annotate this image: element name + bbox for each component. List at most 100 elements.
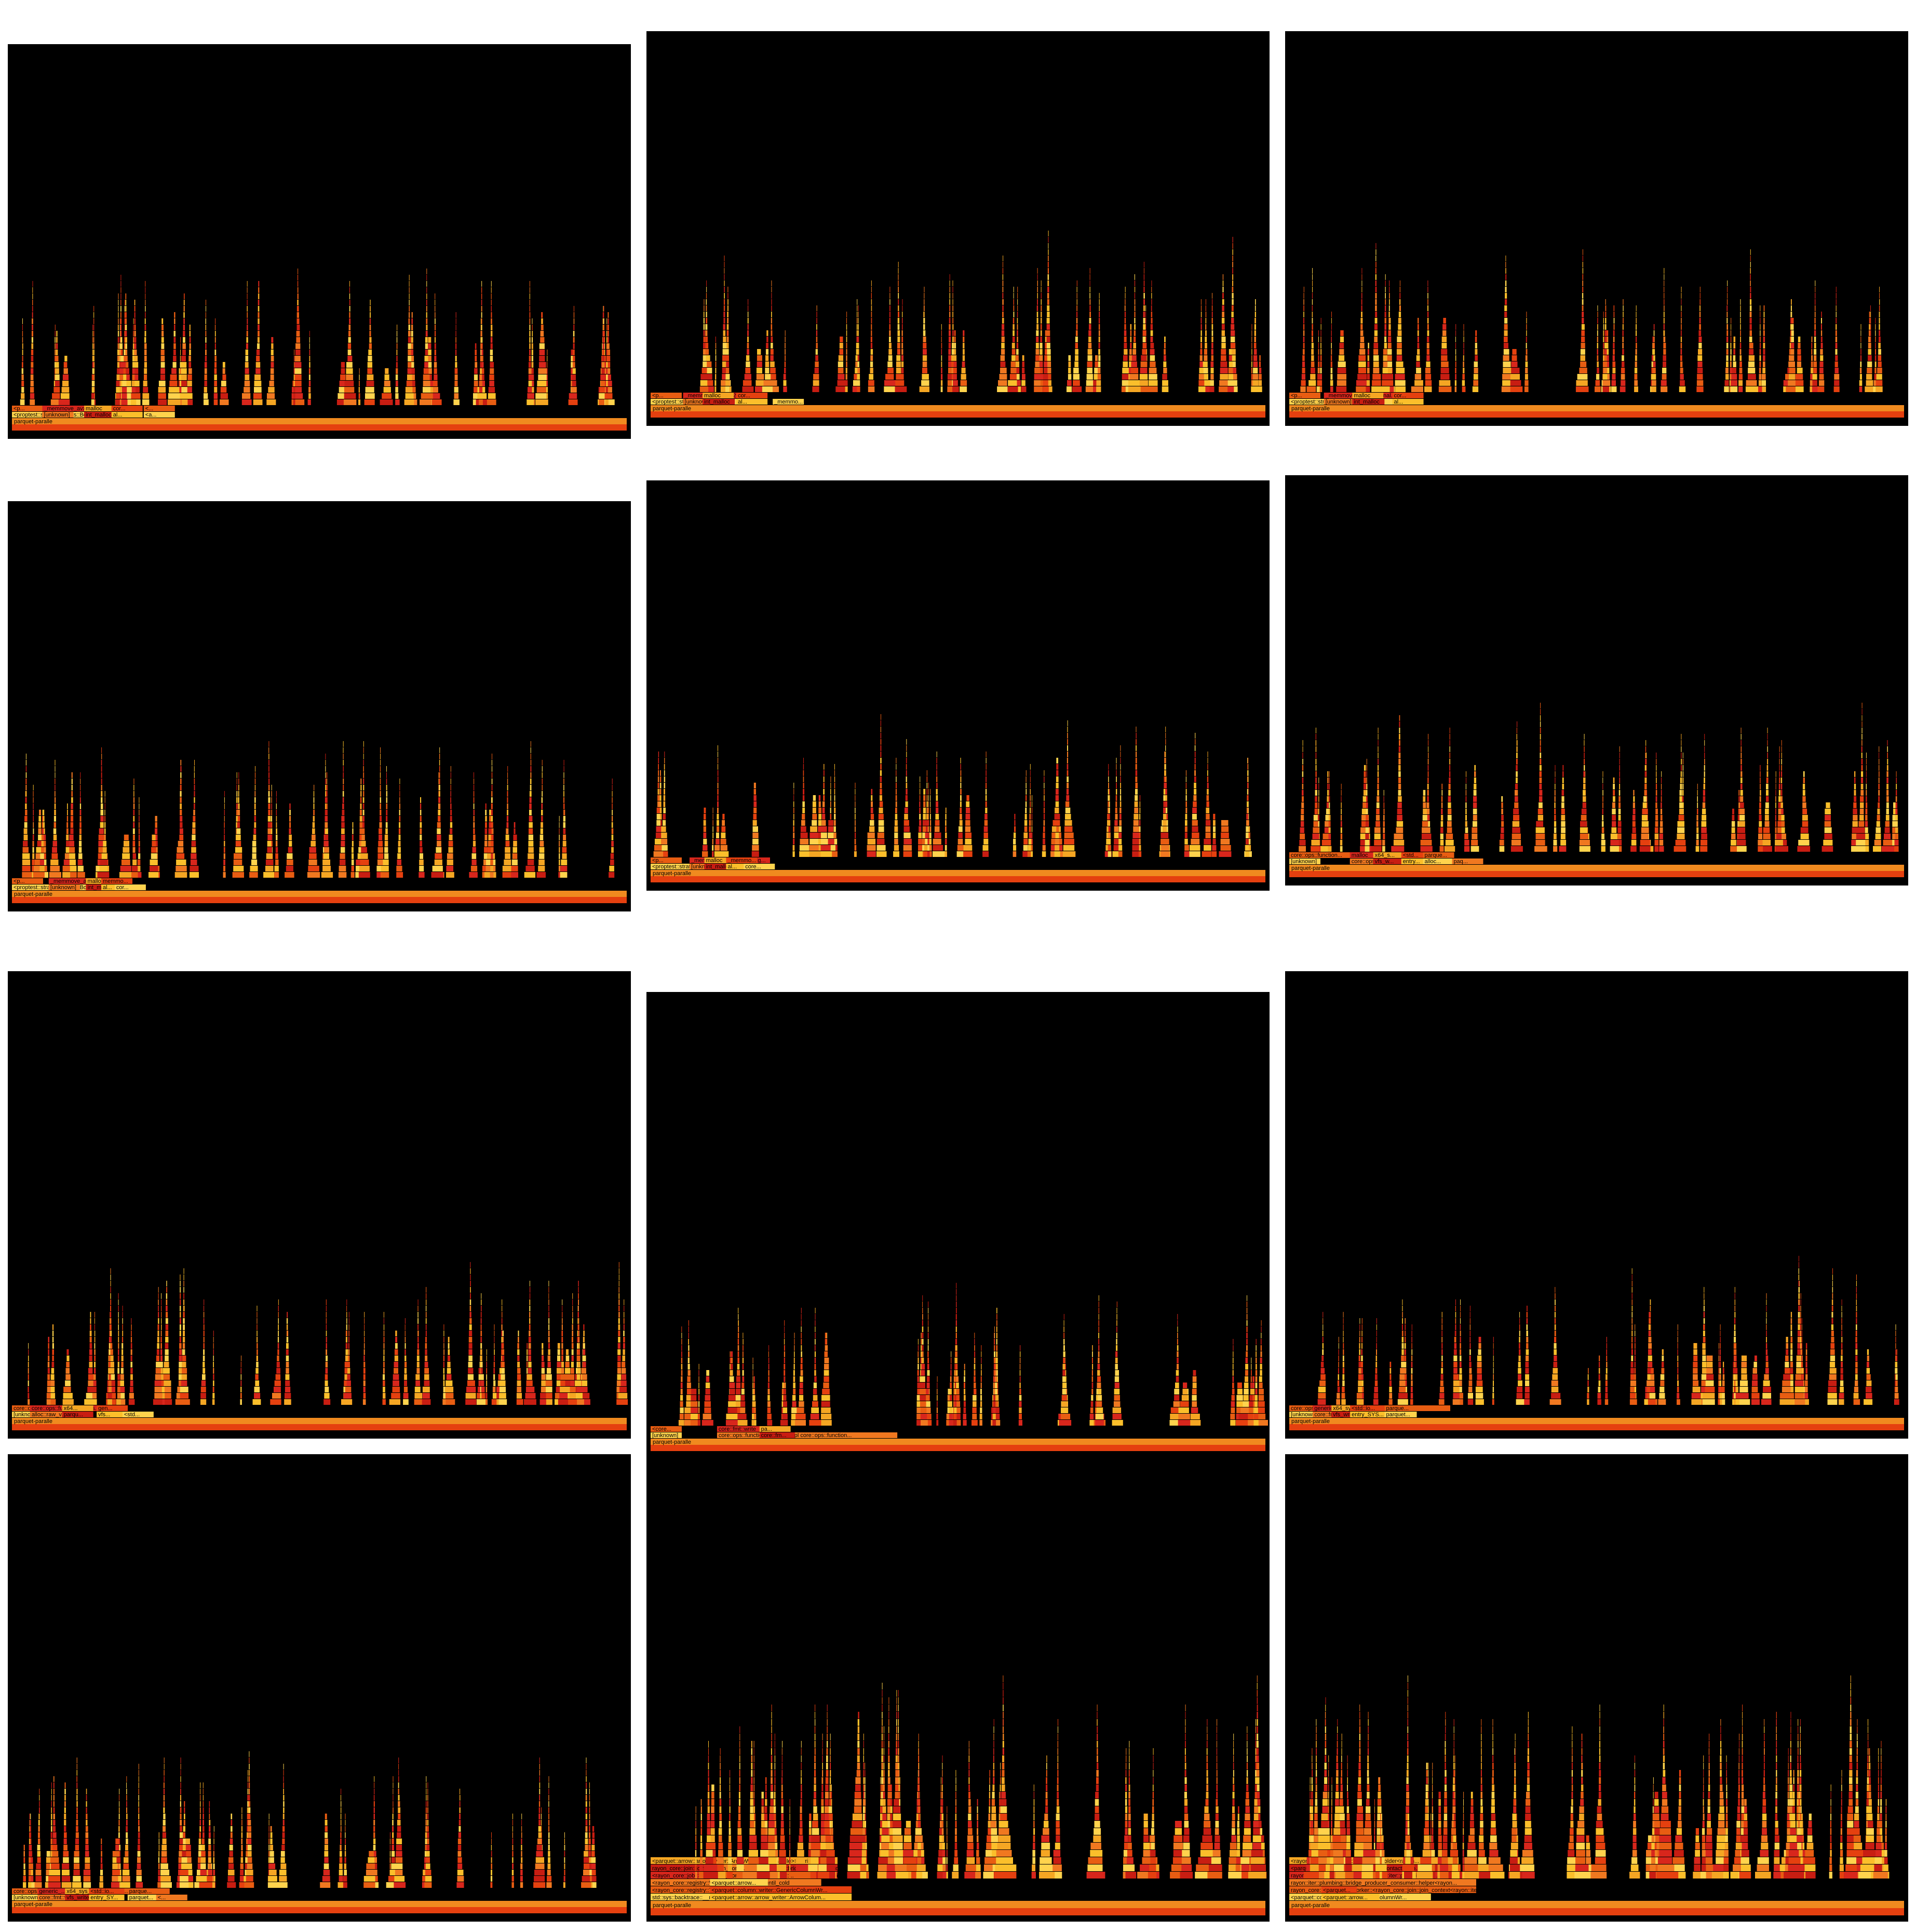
frame[interactable] (238, 779, 239, 784)
frame[interactable] (1473, 821, 1477, 827)
frame[interactable] (398, 835, 401, 840)
frame[interactable] (704, 361, 712, 367)
frame[interactable] (528, 835, 533, 840)
frame[interactable] (252, 841, 257, 847)
frame[interactable] (120, 306, 122, 312)
frame[interactable] (1644, 765, 1647, 771)
frame[interactable] (1016, 349, 1019, 355)
frame[interactable] (1368, 343, 1369, 348)
frame[interactable] (167, 399, 181, 405)
frame[interactable] (1884, 834, 1891, 839)
frame[interactable] (173, 356, 177, 361)
frame[interactable] (325, 803, 327, 809)
frame[interactable] (1108, 795, 1109, 801)
frame[interactable] (1361, 821, 1369, 827)
frame[interactable] (1098, 368, 1101, 373)
frame[interactable] (117, 331, 119, 337)
frame[interactable] (871, 795, 873, 801)
frame[interactable] (1373, 368, 1380, 373)
frame[interactable] (726, 864, 758, 869)
frame[interactable] (235, 841, 241, 847)
frame[interactable] (48, 884, 80, 890)
frame[interactable] (1795, 374, 1803, 380)
frame[interactable] (1087, 368, 1092, 373)
frame[interactable] (757, 349, 761, 355)
frame[interactable] (952, 330, 954, 336)
frame[interactable] (1802, 796, 1806, 802)
frame[interactable] (1726, 343, 1729, 348)
frame[interactable] (21, 393, 25, 399)
frame[interactable] (952, 386, 959, 392)
frame[interactable] (1133, 820, 1139, 826)
frame[interactable] (1315, 753, 1317, 758)
frame[interactable] (410, 374, 415, 380)
frame[interactable] (571, 362, 573, 368)
frame[interactable] (1704, 740, 1705, 746)
frame[interactable] (1366, 777, 1368, 783)
frame[interactable] (183, 306, 185, 312)
frame[interactable] (321, 872, 332, 878)
frame[interactable] (1337, 368, 1346, 373)
frame[interactable] (25, 779, 27, 784)
frame[interactable] (485, 822, 487, 828)
frame[interactable] (255, 362, 261, 368)
frame[interactable] (1075, 330, 1078, 336)
frame[interactable] (1108, 776, 1109, 782)
frame[interactable] (55, 362, 56, 368)
frame[interactable] (961, 368, 966, 373)
frame[interactable] (1044, 368, 1048, 373)
frame[interactable] (928, 795, 929, 801)
frame[interactable] (143, 387, 149, 393)
frame[interactable] (541, 797, 543, 803)
frame[interactable] (115, 399, 120, 405)
frame[interactable] (1388, 343, 1392, 348)
frame[interactable] (1136, 727, 1137, 732)
frame[interactable] (1869, 318, 1870, 324)
frame[interactable] (1392, 393, 1424, 398)
frame[interactable] (1301, 815, 1304, 821)
frame[interactable] (1473, 796, 1477, 802)
frame[interactable] (834, 795, 835, 801)
frame[interactable] (325, 760, 326, 766)
frame[interactable] (36, 847, 43, 853)
frame[interactable] (703, 845, 708, 851)
frame[interactable] (180, 766, 182, 772)
frame[interactable] (359, 810, 362, 815)
frame[interactable] (784, 361, 786, 367)
frame[interactable] (871, 318, 872, 324)
frame[interactable] (1164, 776, 1166, 782)
frame[interactable] (1253, 343, 1257, 348)
frame[interactable] (704, 380, 713, 386)
frame[interactable] (1040, 349, 1043, 355)
frame[interactable] (434, 860, 442, 865)
frame[interactable] (1790, 318, 1792, 324)
frame[interactable] (341, 835, 345, 840)
frame[interactable] (1851, 840, 1859, 846)
frame[interactable] (119, 356, 121, 361)
frame[interactable] (455, 337, 456, 343)
frame[interactable] (342, 810, 345, 815)
frame[interactable] (1043, 374, 1048, 380)
frame[interactable] (1185, 814, 1188, 820)
frame[interactable] (1605, 343, 1609, 348)
frame[interactable] (704, 864, 737, 869)
frame[interactable] (183, 318, 185, 324)
frame[interactable] (572, 374, 576, 380)
frame[interactable] (1151, 318, 1153, 324)
frame[interactable] (1679, 790, 1682, 796)
frame[interactable] (933, 839, 941, 844)
frame[interactable] (703, 324, 705, 330)
frame[interactable] (1602, 802, 1603, 808)
frame[interactable] (488, 835, 492, 840)
frame[interactable] (1661, 796, 1662, 802)
frame[interactable] (124, 331, 125, 337)
frame[interactable] (871, 789, 873, 795)
frame[interactable] (144, 331, 146, 337)
frame[interactable] (1108, 783, 1109, 788)
frame[interactable] (1448, 809, 1452, 814)
frame[interactable] (1886, 809, 1889, 814)
frame[interactable] (143, 406, 175, 411)
frame[interactable] (1575, 386, 1589, 392)
frame[interactable] (1375, 287, 1377, 292)
frame[interactable] (122, 853, 130, 859)
